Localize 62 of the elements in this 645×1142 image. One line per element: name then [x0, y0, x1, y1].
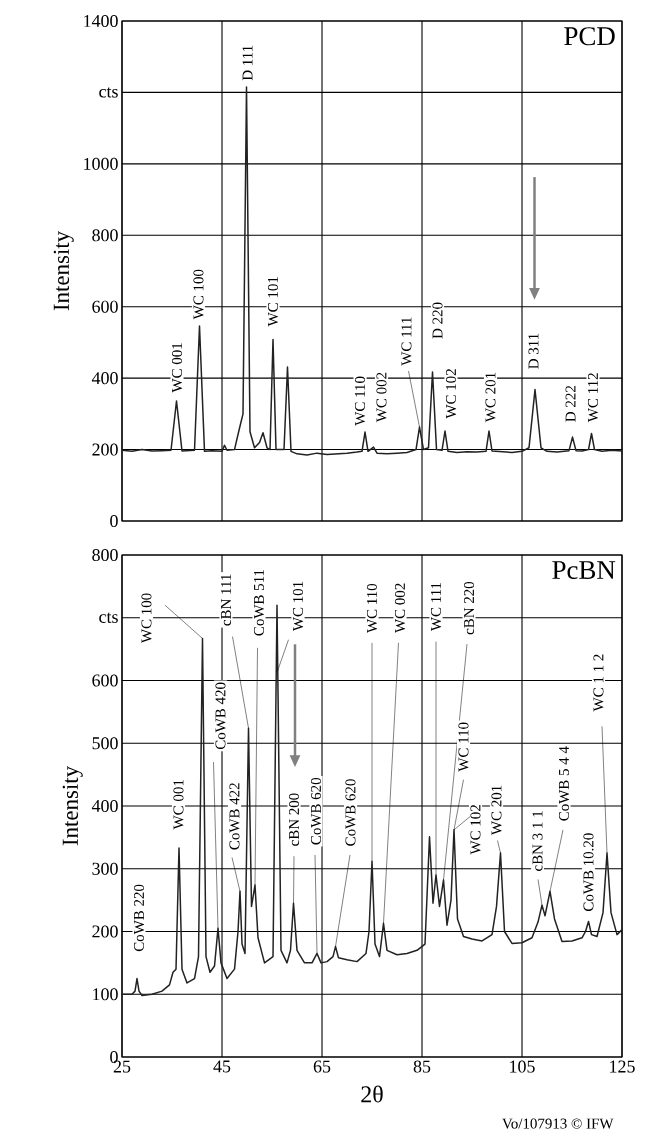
chart-title: PcBN	[552, 561, 616, 580]
x-tick-label: 65	[313, 1060, 331, 1073]
y-tick-label: cts	[99, 87, 118, 98]
annotation: WC 110	[458, 722, 469, 772]
annotation: D 111	[242, 45, 253, 81]
annotation: WC 100	[141, 593, 152, 644]
annotation: CoWB 620	[310, 778, 322, 845]
annotation: CoWB 220	[133, 884, 145, 952]
annotation: WC 001	[173, 780, 184, 830]
y-tick-label: 800	[92, 548, 118, 562]
annotation: WC 001	[171, 343, 183, 393]
annotation: WC 102	[445, 369, 457, 419]
annotation: CoWB 422	[229, 783, 240, 850]
annotation: CoWB 10.20	[583, 833, 594, 911]
x-tick-label: 85	[413, 1060, 431, 1073]
annotation: WC 002	[376, 372, 387, 423]
annotation: WC 201	[491, 785, 502, 836]
annotation: CoWB 420	[215, 682, 226, 750]
annotation: WC 110	[354, 376, 366, 426]
annotation: WC 111	[430, 582, 442, 632]
annotation: D 311	[528, 333, 539, 369]
y-tick-label: 600	[92, 300, 118, 313]
annotation: WC 101	[267, 277, 279, 327]
annotation: cBN 220	[463, 581, 475, 635]
y-tick-label: 200	[92, 443, 118, 456]
annotation: WC 102	[470, 805, 481, 855]
annotation: WC 101	[292, 581, 304, 632]
x-tick-label: 45	[213, 1060, 231, 1073]
annotation: D 222	[565, 386, 576, 422]
x-tick-label: 125	[610, 1060, 635, 1073]
annotation: WC 201	[485, 372, 496, 423]
y-axis-title: Intensity	[53, 230, 74, 311]
annotation: cBN 3 1 1	[532, 811, 543, 871]
annotation: WC 002	[394, 583, 406, 633]
annotation: CoWB 5 4 4	[558, 746, 570, 821]
y-axis-title: Intensity	[62, 765, 83, 846]
y-tick-label: 1000	[84, 157, 118, 170]
annotation: cBN 111	[221, 574, 231, 626]
y-tick-label: 1400	[84, 14, 118, 28]
y-tick-label: 400	[91, 799, 118, 813]
chart-title: PCD	[564, 27, 615, 46]
annotation: WC 112	[587, 373, 599, 423]
annotation: CoWB 511	[253, 569, 265, 636]
y-tick-label: 500	[92, 737, 118, 750]
annotation: cBN 200	[288, 793, 300, 846]
x-axis-title: 2θ	[361, 1085, 383, 1103]
annotation: CoWB 620	[345, 779, 356, 846]
annotation: D 220	[432, 302, 443, 339]
annotation: WC 111	[401, 317, 412, 366]
y-tick-label: 400	[91, 372, 118, 385]
y-tick-label: 200	[92, 925, 118, 938]
text: Vo/107913 © IFW	[502, 1118, 614, 1129]
y-tick-label: cts	[99, 612, 118, 623]
y-tick-label: 100	[93, 988, 118, 1001]
y-tick-label: 600	[92, 674, 118, 687]
y-tick-label: 800	[92, 229, 118, 242]
annotation: WC 100	[193, 269, 204, 320]
annotation: WC 1 1 2	[593, 654, 604, 712]
x-tick-label: 105	[510, 1060, 535, 1073]
y-tick-label: 0	[110, 514, 118, 528]
annotation: WC 110	[366, 583, 378, 633]
y-tick-label: 300	[92, 862, 118, 875]
